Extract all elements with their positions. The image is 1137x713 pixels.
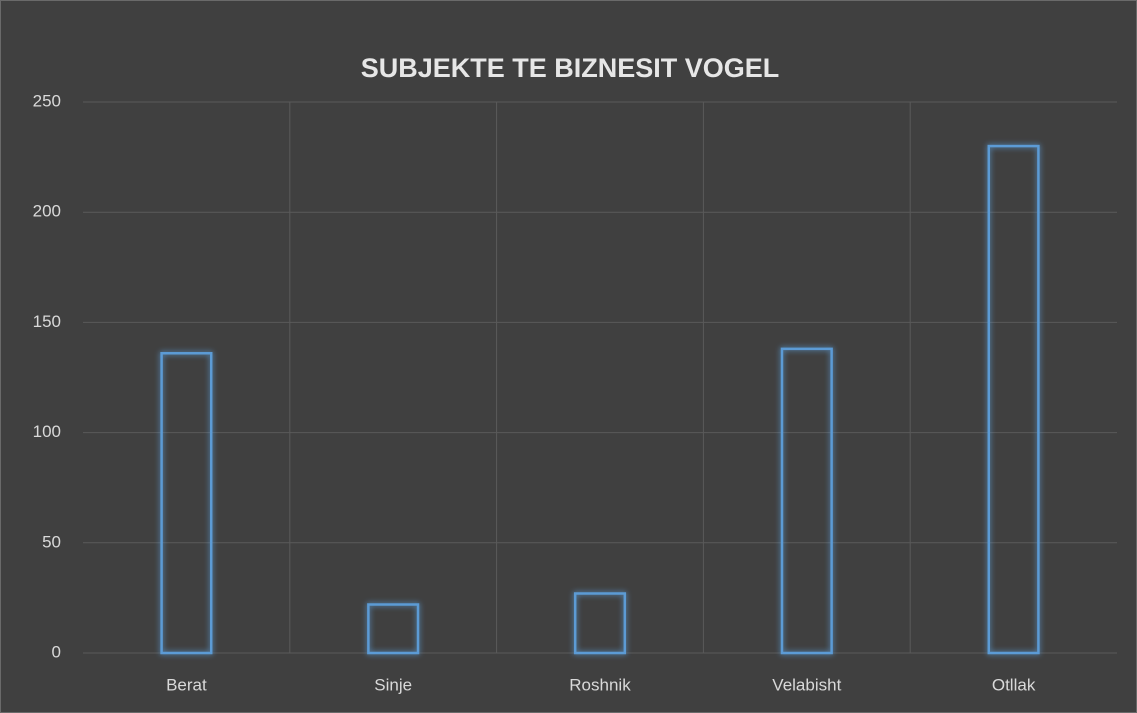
y-tick-label: 150: [33, 312, 61, 331]
bar: [780, 347, 833, 655]
x-tick-label: Roshnik: [569, 675, 631, 694]
x-tick-label: Otllak: [992, 675, 1036, 694]
bar: [573, 592, 627, 655]
x-tick-label: Berat: [166, 675, 207, 694]
x-tick-label: Velabisht: [772, 675, 841, 694]
bar: [987, 144, 1040, 655]
chart-title: SUBJEKTE TE BIZNESIT VOGEL: [361, 53, 780, 83]
x-tick-label: Sinje: [374, 675, 412, 694]
y-tick-label: 200: [33, 202, 61, 221]
y-tick-label: 0: [52, 642, 61, 661]
bar: [367, 603, 420, 655]
y-tick-label: 50: [42, 532, 61, 551]
bar: [160, 352, 213, 655]
y-tick-label: 250: [33, 91, 61, 110]
y-tick-label: 100: [33, 422, 61, 441]
